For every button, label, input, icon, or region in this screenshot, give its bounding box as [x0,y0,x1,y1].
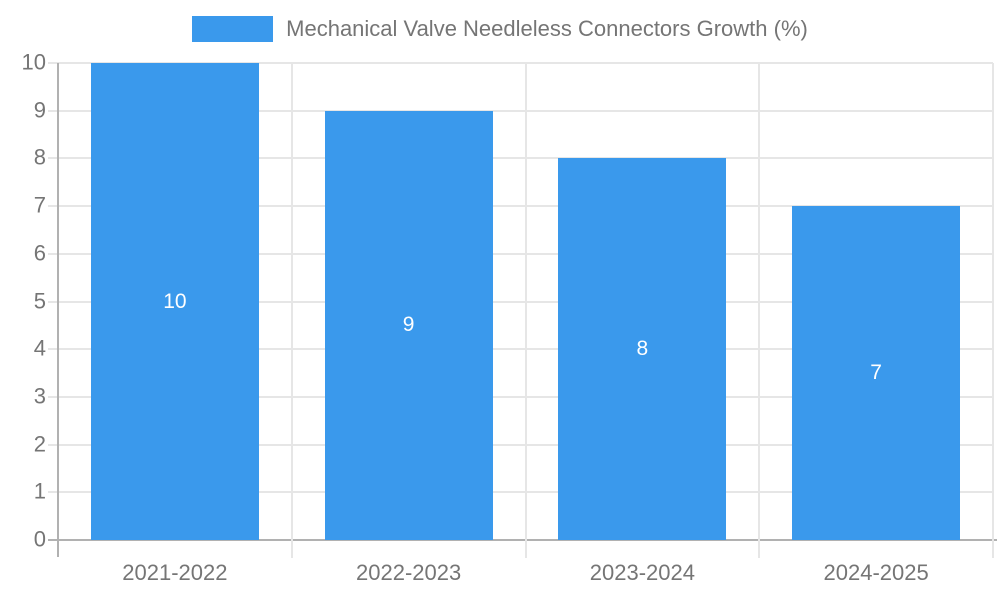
horizontal-gridline [48,205,993,208]
horizontal-gridline [48,491,993,494]
x-axis-line [48,539,997,541]
bar-value-label: 7 [870,361,882,385]
vertical-gridline [758,63,761,558]
vertical-gridline [992,63,994,558]
legend-swatch [192,16,274,42]
bar-value-label: 10 [163,289,187,313]
y-axis-tick-label: 9 [33,97,46,123]
y-axis-tick-label: 7 [33,192,46,218]
y-axis-tick-label: 8 [33,144,46,170]
horizontal-gridline [48,395,993,398]
y-axis-tick-label: 2 [33,431,46,457]
x-axis-tick-label: 2023-2024 [589,560,695,585]
bar[interactable] [558,158,727,540]
y-axis-tick-label: 1 [33,478,46,504]
vertical-gridline [524,63,527,558]
horizontal-gridline [48,157,993,160]
horizontal-gridline [48,62,993,64]
legend-item[interactable]: Mechanical Valve Needleless Connectors G… [0,16,1000,42]
horizontal-gridline [48,300,993,303]
horizontal-gridline [48,109,993,112]
y-axis-tick-label: 4 [33,335,46,361]
y-axis-tick-label: 3 [33,383,46,409]
y-axis-tick-label: 5 [33,287,46,313]
bar[interactable] [324,110,493,540]
bar[interactable] [792,206,961,540]
legend-label: Mechanical Valve Needleless Connectors G… [286,16,808,41]
y-axis-tick-label: 10 [21,49,46,75]
bar-value-label: 9 [402,313,415,337]
x-axis-tick-label: 2022-2023 [356,560,462,585]
vertical-gridline [290,63,293,558]
horizontal-gridline [48,443,993,446]
x-axis-tick-label: 2021-2022 [122,560,228,585]
y-axis-tick-label: 0 [33,526,46,552]
bar-value-label: 8 [636,337,649,361]
y-axis-line [57,63,59,557]
horizontal-gridline [48,252,993,255]
x-axis-tick-label: 2024-2025 [823,560,929,585]
bar[interactable] [90,63,259,540]
y-axis-tick-label: 6 [33,240,46,266]
horizontal-gridline [48,348,993,351]
